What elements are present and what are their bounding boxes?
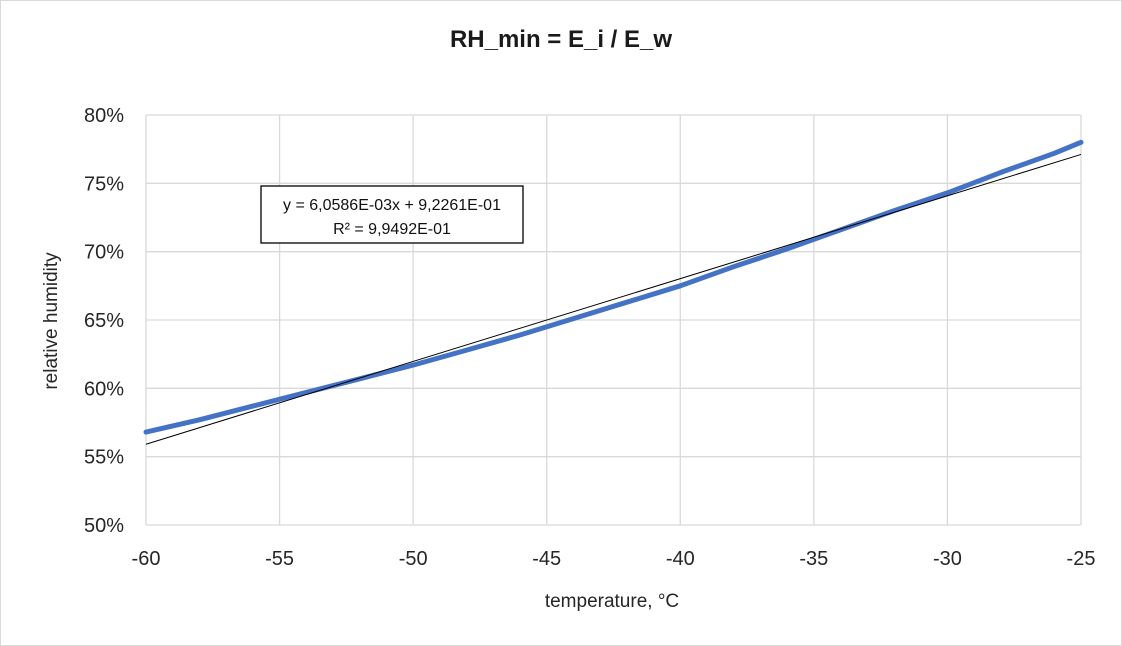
trendline-equation-box: y = 6,0586E-03x + 9,2261E-01 R² = 9,9492… [260, 185, 524, 244]
series-layer [143, 139, 1084, 435]
y-tick-label: 50% [84, 515, 124, 537]
x-tick-label: -40 [666, 548, 695, 570]
y-tick-label: 80% [84, 105, 124, 127]
x-tick-label: -60 [132, 548, 161, 570]
grid [145, 114, 1082, 526]
x-tick-label: -55 [265, 548, 294, 570]
trendline-layer [145, 153, 1082, 445]
trendline-equation: y = 6,0586E-03x + 9,2261E-01 [283, 197, 501, 214]
chart-title: RH_min = E_i / E_w [450, 26, 672, 53]
x-axis-label: temperature, °C [545, 591, 679, 612]
equation-box-border [260, 185, 524, 244]
series-line [143, 139, 1084, 435]
x-tick-label: -30 [933, 548, 962, 570]
y-tick-label: 70% [84, 242, 124, 264]
y-tick-label: 55% [84, 447, 124, 469]
trendline-r-squared: R² = 9,9492E-01 [333, 221, 451, 238]
x-tick-label: -45 [532, 548, 561, 570]
y-tick-label: 60% [84, 378, 124, 400]
tick-labels: 50% 55% 60% 65% 70% 75% 80% -60 -55 -50 -45 -40 -35 -… [84, 105, 1095, 570]
linear-trendline [145, 153, 1082, 445]
y-tick-label: 65% [84, 310, 124, 332]
y-tick-label: 75% [84, 173, 124, 195]
x-tick-label: -50 [399, 548, 428, 570]
y-axis-label: relative humidity [41, 252, 62, 390]
x-tick-label: -35 [799, 548, 828, 570]
x-tick-label: -25 [1067, 548, 1096, 570]
